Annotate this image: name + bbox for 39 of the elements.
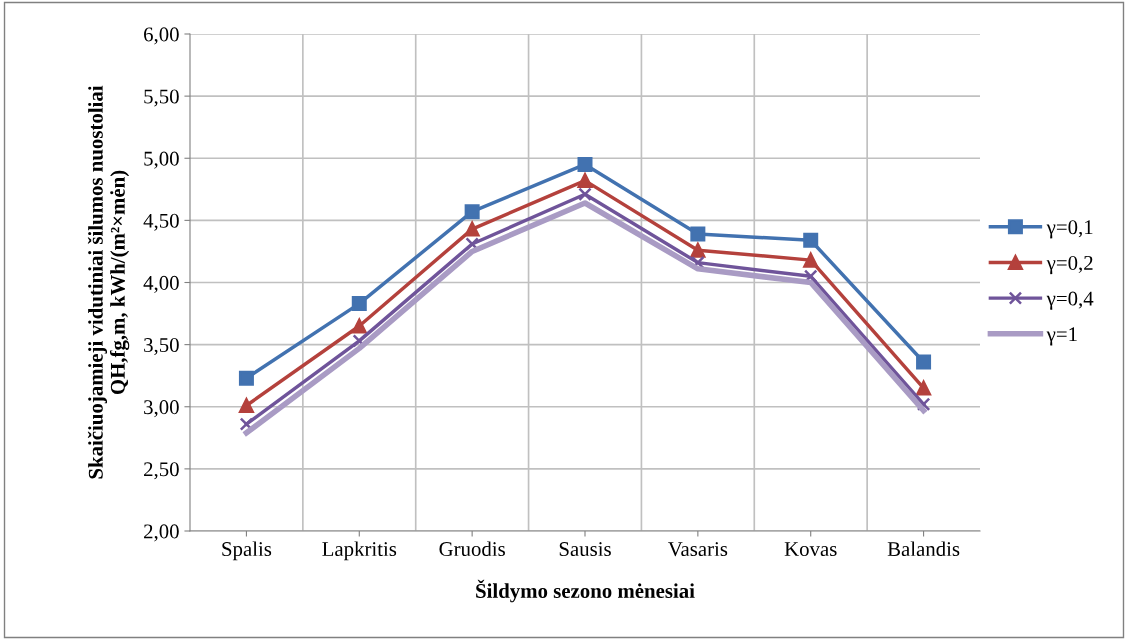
x-tick-label: Kovas	[784, 542, 837, 557]
point	[690, 242, 706, 258]
y-tick-label: 2,50	[144, 462, 179, 480]
y-tick-label: 3,50	[144, 338, 179, 356]
x-tick-label: Sausis	[559, 542, 611, 557]
legend-label: γ=1	[1046, 327, 1077, 346]
y-tick-label: 2,00	[144, 524, 179, 542]
y-tick-label: 6,00	[144, 27, 179, 45]
legend-label: γ=0,2	[1046, 255, 1093, 275]
point	[464, 204, 480, 220]
point	[916, 354, 932, 370]
point	[464, 221, 480, 237]
y-axis-title: Skaičiuojamieji vidutiniai šilumos nuostoliai QH,fg,m, kWh/(m²×mėn)	[87, 85, 130, 479]
point	[578, 187, 592, 202]
point	[577, 156, 593, 172]
y-tick-label: 4,50	[143, 213, 179, 231]
x-tick-label: Gruodis	[439, 541, 505, 557]
point	[238, 370, 254, 386]
x-axis-title: Šildymo sezono mėnesiai	[476, 579, 695, 603]
y-tick-label: 3,00	[144, 400, 179, 418]
y-tick-label: 5,50	[144, 89, 179, 107]
point	[351, 318, 367, 334]
point	[916, 380, 932, 396]
legend-label: γ=0,1	[1046, 220, 1093, 239]
y-tick-label: 4,00	[143, 275, 179, 293]
point	[803, 252, 819, 268]
x-tick-label: Lapkritis	[322, 541, 397, 561]
point	[690, 226, 706, 242]
x-tick-label: Balandis	[887, 541, 960, 557]
legend-label: γ=0,4	[1046, 291, 1094, 310]
x-tick-label: Spalis	[222, 541, 272, 561]
y-tick-label: 5,00	[144, 151, 179, 169]
point	[238, 398, 254, 414]
point	[465, 237, 479, 251]
x-tick-label: Vasaris	[668, 542, 728, 557]
point	[803, 232, 819, 248]
point	[351, 296, 367, 312]
point	[239, 417, 254, 431]
point	[577, 173, 593, 189]
